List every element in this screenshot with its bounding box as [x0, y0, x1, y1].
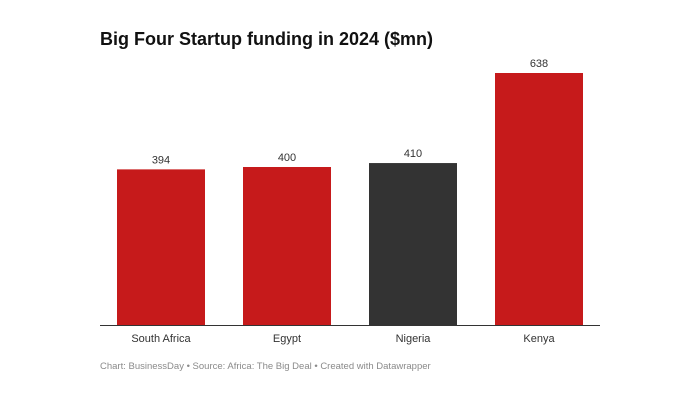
bar-egypt [243, 167, 331, 325]
bar-nigeria [369, 163, 457, 325]
value-label-nigeria: 410 [404, 148, 422, 160]
x-tick-label-kenya: Kenya [523, 333, 555, 345]
x-tick-label-south-africa: South Africa [131, 333, 191, 345]
chart-footer-source: Chart: BusinessDay • Source: Africa: The… [100, 361, 431, 372]
x-tick-labels-group: South Africa Egypt Nigeria Kenya [131, 333, 555, 345]
value-label-egypt: 400 [278, 152, 296, 164]
bar-south-africa [117, 169, 205, 325]
x-tick-label-nigeria: Nigeria [396, 333, 432, 345]
value-labels-group: 394 400 410 638 [152, 58, 548, 166]
bar-kenya [495, 73, 583, 325]
bars-group [117, 73, 583, 325]
x-tick-label-egypt: Egypt [273, 333, 301, 345]
chart-title: Big Four Startup funding in 2024 ($mn) [100, 29, 433, 49]
value-label-south-africa: 394 [152, 154, 170, 166]
value-label-kenya: 638 [530, 58, 548, 70]
